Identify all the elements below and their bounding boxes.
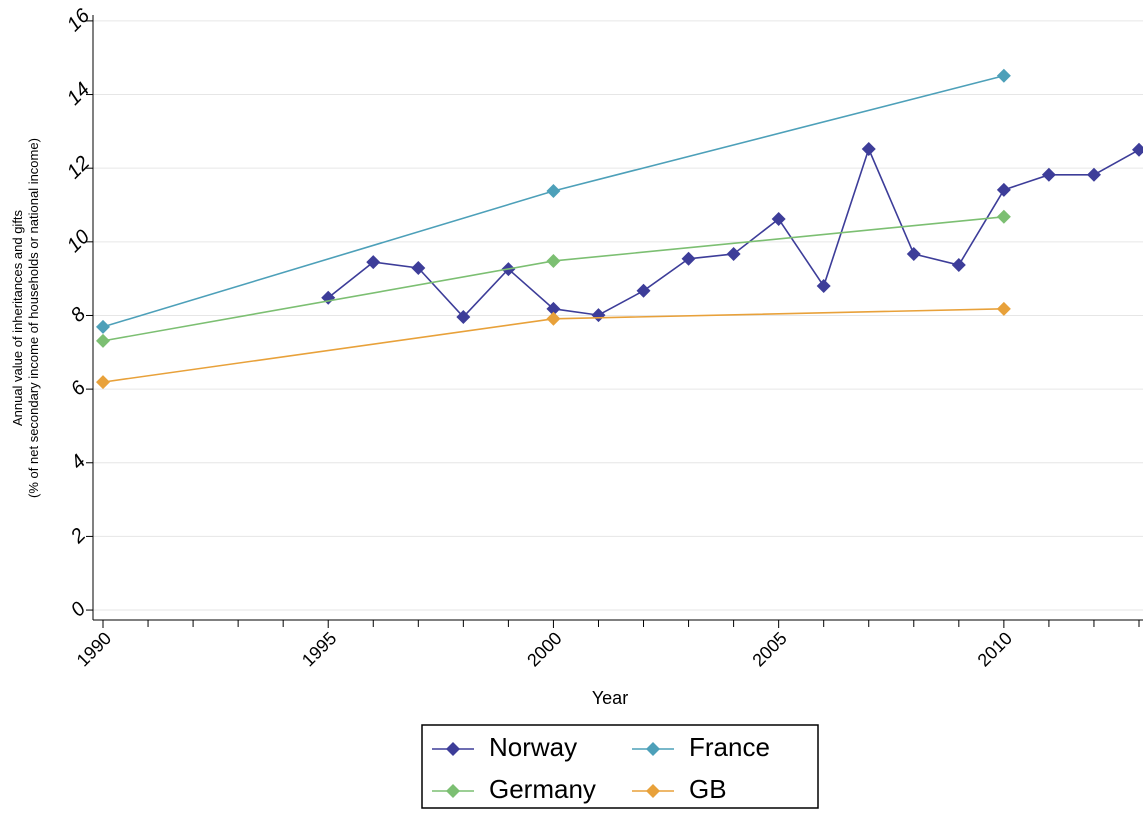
marker: [726, 246, 741, 261]
marker: [546, 311, 561, 326]
legend-marker: [446, 742, 460, 756]
marker: [96, 375, 110, 390]
marker: [96, 319, 110, 334]
marker: [906, 246, 921, 261]
marker: [591, 308, 606, 323]
legend-label: Germany: [489, 774, 596, 804]
legend-marker: [646, 742, 660, 756]
y-tick-label: 14: [63, 78, 94, 109]
y-tick-label: 10: [63, 226, 94, 257]
marker: [996, 68, 1011, 83]
marker: [681, 251, 696, 266]
marker: [96, 333, 110, 348]
marker: [456, 309, 471, 324]
series-line: [327, 146, 1140, 319]
x-tick-label: 2000: [523, 628, 565, 670]
legend-label: France: [689, 732, 770, 762]
marker: [996, 301, 1011, 316]
marker: [996, 182, 1011, 197]
x-axis-label: Year: [592, 688, 628, 708]
y-tick-label: 8: [67, 303, 90, 326]
marker: [366, 255, 381, 270]
legend-label: Norway: [489, 732, 577, 762]
x-tick-label: 1995: [298, 628, 340, 670]
legend-marker: [446, 784, 460, 798]
marker: [861, 142, 876, 157]
legend-label: GB: [689, 774, 727, 804]
marker: [411, 260, 426, 275]
x-tick-label: 2005: [748, 628, 790, 670]
marker: [1041, 167, 1056, 182]
marker: [1132, 142, 1143, 157]
marker: [546, 253, 561, 268]
marker: [816, 279, 831, 294]
marker: [771, 211, 786, 226]
marker: [546, 301, 561, 316]
y-tick-label: 2: [66, 524, 90, 548]
marker: [636, 283, 651, 298]
y-axis-label: (% of net secondary income of households…: [26, 138, 41, 498]
legend-box: [421, 724, 819, 809]
y-tick-label: 0: [67, 598, 90, 621]
y-tick-label: 12: [63, 152, 94, 183]
marker: [546, 184, 561, 199]
y-axis-label: Annual value of inheritances and gifts: [10, 209, 25, 426]
x-tick-label: 1990: [73, 628, 115, 670]
y-tick-label: 6: [67, 376, 91, 400]
legend-marker: [646, 784, 660, 798]
x-tick-label: 2010: [974, 628, 1016, 670]
series-line: [102, 74, 1005, 328]
marker: [1086, 167, 1101, 182]
marker: [996, 209, 1011, 224]
y-tick-label: 4: [67, 451, 90, 474]
marker: [951, 258, 966, 273]
y-tick-label: 16: [63, 4, 95, 36]
